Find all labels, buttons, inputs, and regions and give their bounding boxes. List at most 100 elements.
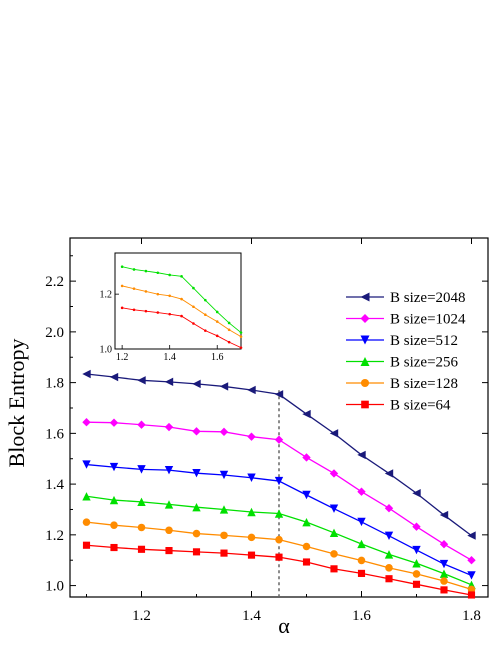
data-point: [440, 577, 448, 585]
inset-data-point: [144, 269, 148, 273]
inset-data-point: [215, 334, 219, 338]
x-axis-title: α: [278, 613, 290, 638]
data-point: [275, 535, 283, 544]
y-tick-label: 1.4: [45, 477, 64, 493]
legend-marker: [360, 314, 370, 323]
legend-label: B size=2048: [390, 290, 466, 306]
data-point: [247, 432, 256, 441]
data-point: [467, 585, 476, 594]
inset-data-point: [180, 314, 183, 318]
data-point: [467, 571, 476, 580]
inset-data-point: [144, 290, 148, 293]
data-point: [467, 591, 476, 599]
inset-data-point: [156, 271, 160, 275]
data-point: [137, 465, 146, 474]
inset-data-point: [120, 284, 124, 288]
legend-marker: [360, 292, 370, 302]
legend-marker: [360, 335, 370, 345]
inset-data-point: [192, 322, 195, 325]
legend-label: B size=512: [390, 333, 458, 349]
data-point: [302, 490, 311, 500]
y-axis-title: Block Entropy: [4, 339, 29, 468]
data-point: [247, 533, 256, 542]
data-point: [274, 509, 284, 518]
data-point: [82, 460, 91, 469]
legend-label: B size=64: [390, 398, 451, 414]
data-point: [192, 379, 201, 389]
inset-data-point: [168, 294, 171, 298]
data-point: [82, 518, 91, 526]
data-point: [165, 526, 173, 535]
inset-data-point: [192, 286, 195, 290]
data-point: [329, 469, 339, 478]
data-point: [220, 531, 228, 540]
data-point: [110, 521, 118, 529]
data-point: [412, 522, 421, 531]
inset-y-tick-label: 1.2: [100, 290, 113, 301]
data-point: [247, 507, 256, 517]
inset-data-point: [144, 309, 148, 313]
inset-data-point: [215, 320, 219, 323]
data-point: [439, 540, 449, 549]
inset-data-point: [204, 313, 207, 317]
data-point: [329, 429, 339, 438]
data-point: [192, 548, 201, 556]
data-point: [137, 420, 146, 429]
inset-data-point: [180, 275, 183, 278]
data-point: [164, 422, 174, 432]
data-point: [219, 427, 229, 437]
data-point: [330, 550, 338, 558]
data-point: [302, 542, 311, 551]
data-point: [440, 586, 448, 594]
x-tick-label: 1.8: [462, 608, 481, 624]
inset-frame: [114, 252, 242, 350]
data-point: [412, 580, 421, 588]
legend: B size=2048 B size=1024 B size=512 B size=2…: [346, 290, 466, 414]
data-point: [274, 390, 284, 399]
inset-data-point: [227, 340, 231, 344]
data-point: [357, 517, 366, 527]
data-point: [385, 575, 393, 583]
data-point: [82, 417, 91, 427]
inset-data-point: [239, 346, 243, 349]
data-point: [302, 409, 311, 419]
data-point: [439, 510, 449, 520]
data-point: [192, 427, 201, 436]
inset-data-point: [120, 265, 124, 269]
data-point: [412, 559, 421, 568]
data-point: [412, 545, 421, 555]
inset-data-point: [156, 292, 160, 296]
inset-data-point: [132, 287, 136, 290]
inset-data-point: [156, 311, 160, 314]
inset-data-point: [180, 297, 183, 301]
data-point: [109, 495, 119, 505]
data-point: [219, 505, 229, 514]
inset-data-point: [168, 273, 171, 277]
inset-y-tick-label: 1.0: [100, 345, 113, 356]
data-point: [82, 492, 91, 501]
x-tick-label: 1.2: [132, 608, 151, 624]
data-point: [137, 545, 146, 553]
data-point: [329, 528, 339, 538]
data-point: [164, 377, 174, 387]
main-plot-area: 1.2 1.4 1.6 1.81.01.21.41.61.82.02.2: [45, 237, 489, 624]
y-tick-label: 1.8: [45, 376, 64, 392]
x-tick-label: 1.4: [242, 608, 261, 624]
data-point: [302, 453, 311, 462]
inset-data-point: [168, 312, 171, 316]
y-tick-label: 2.0: [45, 325, 64, 341]
data-point: [164, 500, 174, 509]
data-point: [220, 549, 228, 557]
inset-data-point: [204, 298, 207, 302]
y-tick-label: 1.6: [45, 426, 64, 442]
inset-data-point: [132, 308, 136, 312]
data-point: [192, 468, 201, 478]
y-tick-label: 1.0: [45, 579, 64, 595]
data-point: [247, 473, 256, 482]
data-point: [219, 382, 229, 391]
data-point: [110, 543, 118, 552]
inset-data-point: [239, 335, 243, 338]
legend-label: B size=256: [390, 355, 459, 371]
data-point: [137, 376, 146, 385]
